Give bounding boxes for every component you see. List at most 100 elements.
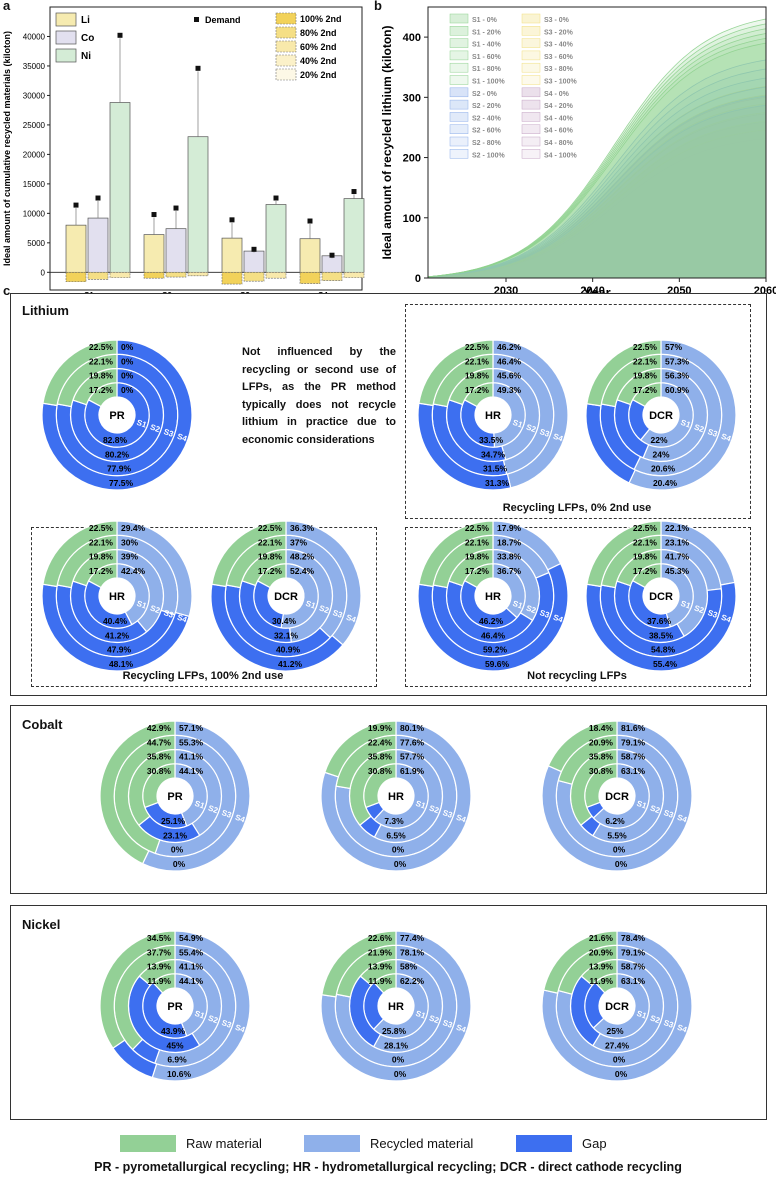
legend-recycled-swatch bbox=[304, 1135, 360, 1152]
co-dcr-recycled-s4 bbox=[541, 720, 693, 872]
li-hr-not-ring-label-S2: S2 bbox=[525, 604, 538, 616]
co-hr-ring-label-S3: S3 bbox=[441, 808, 454, 820]
b-ytick-label-1: 100 bbox=[403, 213, 421, 225]
li-dcr-0-gap-label-s4: 20.4% bbox=[653, 478, 678, 488]
b-legend-swatch-S1-0- bbox=[449, 13, 469, 24]
co-hr-raw-s4 bbox=[324, 720, 397, 778]
ni-pr-gap-label-s3: 6.9% bbox=[167, 1055, 187, 1065]
li-hr-100-ring-label-S2: S2 bbox=[149, 604, 162, 616]
lithium-note: Not influenced by the recycling or secon… bbox=[242, 346, 396, 446]
li-dcr-100-raw-label-s2: 19.8% bbox=[258, 552, 283, 562]
li-pr-gap-label-s2: 80.2% bbox=[105, 449, 130, 459]
a-second-use-Co-S1 bbox=[87, 272, 109, 280]
li-hr-0-raw-s4 bbox=[418, 339, 494, 407]
ni-hr-recycled-label-s3: 78.1% bbox=[400, 947, 425, 957]
li-hr-100-gap-label-s4: 48.1% bbox=[109, 659, 134, 669]
co-hr-raw-label-s1: 30.8% bbox=[368, 766, 393, 776]
b-legend-label-S4-60-: S4 - 60% bbox=[544, 128, 574, 135]
ni-hr-recycled-label-s4: 77.4% bbox=[400, 933, 425, 943]
b-legend-label-S2-0-: S2 - 0% bbox=[472, 91, 498, 98]
ni-hr-recycled-label-s2: 58% bbox=[400, 962, 417, 972]
ni-hr-raw-label-s4: 22.6% bbox=[368, 933, 393, 943]
co-dcr-recycled-label-s3: 79.1% bbox=[621, 737, 646, 747]
li-hr-0-recycled-label-s1: 49.3% bbox=[497, 385, 522, 395]
ni-pr-gap-label-s4: 10.6% bbox=[167, 1069, 192, 1079]
co-hr-raw-label-s3: 22.4% bbox=[368, 737, 393, 747]
li-dcr-100-ring-label-S3: S3 bbox=[331, 608, 344, 620]
li-hr-0-raw-label-s3: 22.1% bbox=[465, 356, 490, 366]
li-hr-not-gap-label-s4: 59.6% bbox=[485, 659, 510, 669]
ni-dcr-ring-label-S2: S2 bbox=[649, 1014, 662, 1026]
li-dcr-0-ring-label-S4: S4 bbox=[720, 432, 733, 444]
li-dcr-100-gap-label-s4: 41.2% bbox=[278, 659, 303, 669]
li-hr-0-recycled-label-s4: 46.2% bbox=[497, 342, 522, 352]
co-dcr-ring-label-S2: S2 bbox=[649, 804, 662, 816]
b-ylabel: Ideal amount of recycled lithium (kiloto… bbox=[380, 25, 394, 259]
li-hr-not-center-label: HR bbox=[485, 591, 501, 603]
li-hr-not-recycled-label-s4: 17.9% bbox=[497, 523, 522, 533]
li-dcr-0-gap-label-s3: 20.6% bbox=[651, 464, 676, 474]
li-hr-not-raw-s4 bbox=[418, 520, 494, 588]
li-pr-recycled-label-s4: 0% bbox=[121, 342, 134, 352]
ni-hr-center-label: HR bbox=[388, 1001, 404, 1013]
li-hr-not-gap-label-s2: 46.4% bbox=[481, 630, 506, 640]
li-pr-raw-label-s4: 22.5% bbox=[89, 342, 114, 352]
li-hr-not-recycled-label-s1: 36.7% bbox=[497, 566, 522, 576]
ni-pr-gap-label-s2: 45% bbox=[166, 1040, 183, 1050]
a-demand-marker-Ni-S3 bbox=[273, 195, 279, 201]
ni-pr-recycled-label-s2: 41.1% bbox=[179, 962, 204, 972]
a-demand-marker-Co-S3 bbox=[251, 246, 257, 252]
li-dcr-0-raw-label-s1: 17.2% bbox=[633, 385, 658, 395]
li-hr-0-center-label: HR bbox=[485, 410, 501, 422]
a-demand-marker-Li-S3 bbox=[229, 217, 235, 223]
co-hr-ring-label-S1: S1 bbox=[414, 799, 427, 811]
b-legend-swatch-S3-0- bbox=[521, 13, 541, 24]
a-legend-label-Ni: Ni bbox=[81, 51, 91, 62]
b-legend-swatch-S2-0- bbox=[449, 87, 469, 98]
co-hr-recycled-label-s1: 61.9% bbox=[400, 766, 425, 776]
li-hr-not-raw-label-s1: 17.2% bbox=[465, 566, 490, 576]
a-ytick-label-8: 40000 bbox=[23, 32, 46, 41]
b-legend-swatch-S2-100- bbox=[449, 149, 469, 159]
li-dcr-100-center-label: DCR bbox=[274, 591, 298, 603]
a-legend-label-Co: Co bbox=[81, 33, 94, 44]
li-hr-100-recycled-label-s3: 30% bbox=[121, 537, 138, 547]
b-legend-swatch-S3-80- bbox=[521, 62, 541, 73]
b-legend-swatch-S1-60- bbox=[449, 50, 469, 61]
a-ytick-label-7: 35000 bbox=[23, 62, 46, 71]
ni-hr-ring-label-S3: S3 bbox=[441, 1018, 454, 1030]
li-dcr-100-recycled-label-s3: 37% bbox=[290, 537, 307, 547]
a-legend-2nd-label-2: 60% 2nd bbox=[300, 42, 337, 52]
co-pr-center-label: PR bbox=[167, 791, 182, 803]
ni-pr-center-label: PR bbox=[167, 1001, 182, 1013]
a-demand-marker-Co-S1 bbox=[95, 195, 101, 201]
li-dcr-0-raw-label-s4: 22.5% bbox=[633, 342, 658, 352]
co-hr-gap-label-s3: 0% bbox=[392, 845, 405, 855]
co-dcr-raw-label-s3: 20.9% bbox=[589, 737, 614, 747]
co-pr-recycled-label-s4: 57.1% bbox=[179, 723, 204, 733]
a-legend-2nd-swatch-3 bbox=[275, 54, 297, 67]
ni-dcr-gap-label-s2: 27.4% bbox=[605, 1040, 630, 1050]
li-dcr-100-raw-s4 bbox=[211, 520, 287, 588]
li-dcr-not-gap-label-s3: 54.8% bbox=[651, 645, 676, 655]
co-pr-ring-label-S2: S2 bbox=[207, 804, 220, 816]
a-legend-2nd-label-4: 20% 2nd bbox=[300, 70, 337, 80]
ni-dcr-raw-label-s2: 13.9% bbox=[589, 962, 614, 972]
li-dcr-not-gap-label-s1: 37.6% bbox=[647, 616, 672, 626]
li-dcr-100-recycled-label-s4: 36.3% bbox=[290, 523, 315, 533]
li-dcr-100-gap-label-s3: 40.9% bbox=[276, 645, 301, 655]
li-hr-not-ring-label-S1: S1 bbox=[511, 599, 524, 611]
li-dcr-not-gap-label-s2: 38.5% bbox=[649, 630, 674, 640]
co-dcr-recycled-label-s2: 58.7% bbox=[621, 752, 646, 762]
ni-pr-recycled-label-s4: 54.9% bbox=[179, 933, 204, 943]
a-legend-swatch-Ni bbox=[55, 48, 77, 63]
b-ytick-label-4: 400 bbox=[403, 32, 421, 44]
a-legend-demand-marker bbox=[194, 17, 199, 22]
li-dcr-100-ring-label-S4: S4 bbox=[345, 613, 358, 625]
li-hr-100-center-label: HR bbox=[109, 591, 125, 603]
li-dcr-0-gap-label-s1: 22% bbox=[650, 435, 667, 445]
li-hr-0-gap-label-s3: 31.5% bbox=[483, 464, 508, 474]
a-plot-frame bbox=[49, 6, 363, 291]
ni-dcr-recycled-label-s2: 58.7% bbox=[621, 962, 646, 972]
